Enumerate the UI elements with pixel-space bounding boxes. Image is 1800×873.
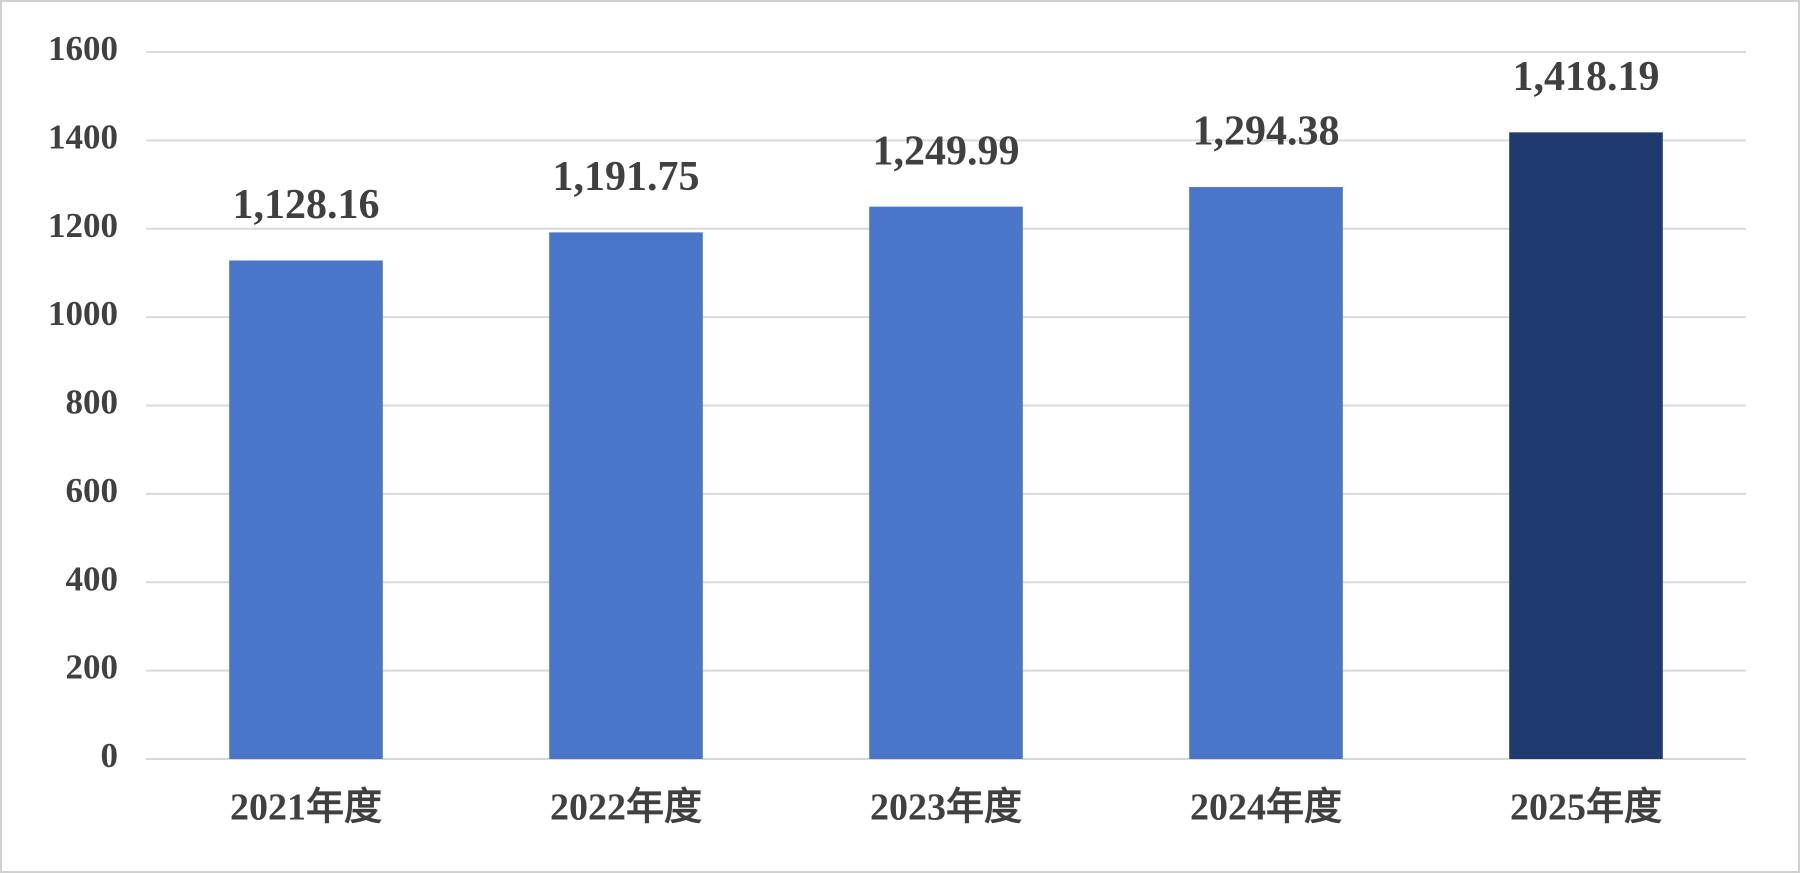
value-label: 1,249.99 — [873, 128, 1020, 174]
y-tick-label: 1000 — [48, 294, 118, 333]
x-tick-label: 2022年度 — [550, 787, 702, 829]
value-label: 1,128.16 — [233, 182, 380, 228]
y-tick-label: 1400 — [48, 117, 118, 156]
value-label: 1,191.75 — [553, 154, 700, 200]
y-tick-label: 0 — [101, 736, 119, 775]
y-tick-label: 1200 — [48, 206, 118, 245]
value-label: 1,294.38 — [1193, 109, 1340, 155]
bar — [869, 206, 1023, 760]
y-tick-label: 1600 — [48, 29, 118, 68]
x-tick-label: 2024年度 — [1190, 787, 1342, 829]
y-tick-label: 800 — [66, 383, 119, 422]
x-tick-label: 2021年度 — [230, 787, 382, 829]
bar — [1189, 187, 1343, 759]
y-tick-label: 200 — [66, 648, 119, 687]
x-tick-label: 2023年度 — [870, 787, 1022, 829]
y-tick-label: 400 — [66, 559, 119, 598]
value-label: 1,418.19 — [1513, 54, 1660, 100]
bar — [1509, 132, 1663, 760]
bar — [549, 232, 703, 760]
y-tick-label: 600 — [66, 471, 119, 510]
x-tick-label: 2025年度 — [1510, 787, 1662, 829]
bar — [229, 260, 383, 759]
